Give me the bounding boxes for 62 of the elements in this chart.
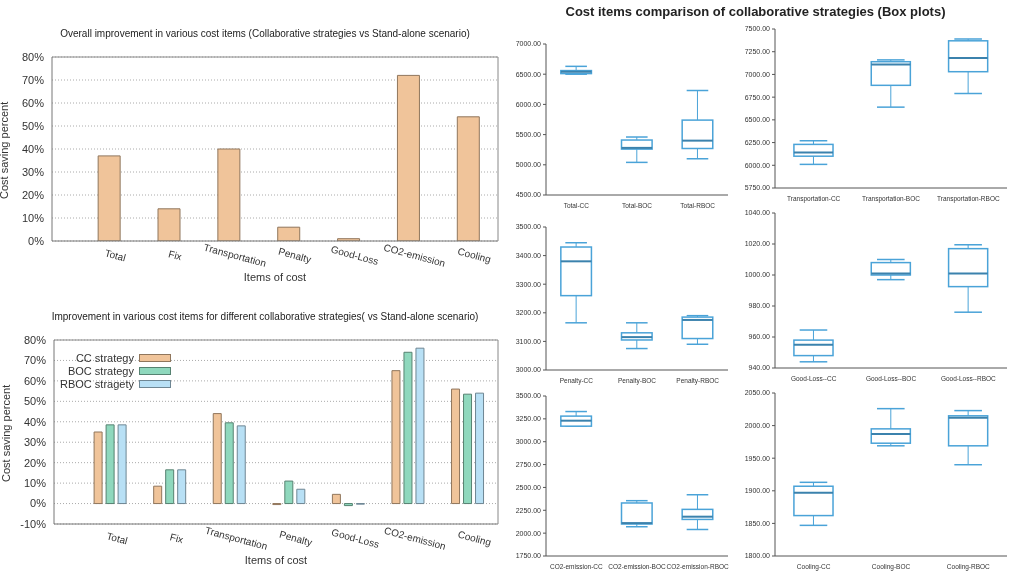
x-tick-label: Cooling — [456, 245, 493, 265]
x-tick-label: Total — [105, 530, 129, 547]
bar — [403, 351, 413, 505]
bar — [157, 208, 181, 241]
y-tick-label: 50% — [23, 395, 47, 408]
x-tick-label: Fix — [167, 248, 183, 263]
bar — [212, 413, 222, 505]
bar — [284, 480, 294, 505]
bar — [415, 347, 425, 505]
bar — [224, 422, 234, 505]
y-tick-label: 70% — [23, 354, 47, 367]
chart-title: Improvement in various cost items for different collaborative strategies( vs Stand-alone scenario) — [50, 311, 480, 324]
y-tick-label: -10% — [20, 517, 47, 530]
y-tick-label: 20% — [21, 188, 45, 201]
bar — [236, 425, 246, 505]
y-tick-label: 10% — [21, 211, 45, 224]
y-tick-label: 20% — [23, 456, 47, 469]
bar — [463, 393, 473, 505]
bar — [117, 424, 127, 505]
bar — [217, 148, 241, 241]
y-tick-label: 50% — [21, 119, 45, 132]
legend-label: CC strategy — [75, 351, 134, 364]
y-tick-label: 70% — [21, 73, 45, 86]
bar — [391, 370, 401, 505]
bar — [97, 155, 121, 241]
bar — [93, 431, 103, 505]
bar — [451, 388, 461, 505]
bar — [296, 488, 306, 505]
y-axis-title: Cost saving percent — [0, 384, 12, 482]
x-tick-label: Cooling — [456, 528, 493, 548]
x-axis-title: Items of cost — [243, 271, 307, 283]
bar — [165, 469, 175, 505]
bar — [177, 469, 187, 505]
y-tick-label: 0% — [30, 497, 47, 510]
y-tick-label: 30% — [21, 165, 45, 178]
bar — [456, 116, 480, 241]
y-tick-label: 10% — [23, 477, 47, 490]
y-tick-label: 40% — [23, 415, 47, 428]
y-tick-label: 40% — [21, 142, 45, 155]
y-axis-title: Cost saving percent — [0, 101, 10, 199]
y-tick-label: 80% — [21, 50, 45, 63]
legend-label: BOC strategy — [67, 364, 134, 377]
legend-label: RBOC stragety — [60, 377, 134, 390]
y-tick-label: 0% — [28, 234, 45, 247]
bar — [153, 485, 163, 505]
bar — [396, 74, 420, 241]
x-axis-title: Items of cost — [244, 554, 308, 566]
bar — [105, 424, 115, 505]
y-tick-label: 60% — [21, 96, 45, 109]
x-tick-label: Penalty — [277, 245, 313, 265]
bar — [343, 503, 353, 507]
x-tick-label: Total — [103, 247, 127, 264]
y-tick-label: 80% — [23, 333, 47, 346]
y-tick-label: 30% — [23, 436, 47, 449]
x-tick-label: Fix — [168, 531, 185, 546]
bar — [277, 226, 301, 241]
text: Cost items comparison of collaborative strategies (Box plots) — [564, 4, 947, 19]
x-tick-label: Penalty — [278, 528, 314, 548]
bar — [331, 493, 341, 505]
y-tick-label: 60% — [23, 374, 47, 387]
bar — [475, 392, 485, 505]
chart-title: Overall improvement in various cost items (Collaborative strategies vs Stand-alone scenario) — [59, 28, 471, 41]
